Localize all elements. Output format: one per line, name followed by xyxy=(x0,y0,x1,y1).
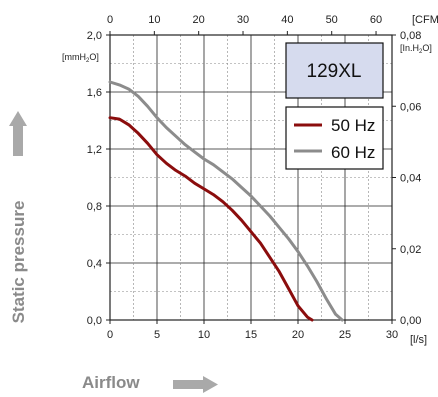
x-axis-arrow-icon xyxy=(173,376,218,393)
left-tick-label: 0,8 xyxy=(87,201,102,213)
right-unit-label: [In.H2O] xyxy=(400,43,432,55)
left-tick-label: 1,6 xyxy=(87,87,102,99)
top-tick-label: 40 xyxy=(281,14,293,26)
legend-label-60hz: 60 Hz xyxy=(331,143,375,162)
right-tick-label: 0,04 xyxy=(400,173,421,185)
top-tick-label: 20 xyxy=(193,14,205,26)
y-axis-title: Static pressure xyxy=(9,201,28,324)
top-unit-label: [CFM] xyxy=(412,14,438,26)
bottom-tick-label: 15 xyxy=(245,329,257,341)
series-50hz-line xyxy=(108,116,314,322)
x-axis-title: Airflow xyxy=(82,373,140,392)
top-tick-label: 30 xyxy=(237,14,249,26)
y-axis-arrow-icon xyxy=(9,111,27,156)
left-tick-label: 0,0 xyxy=(87,315,102,327)
right-tick-label: 0,00 xyxy=(400,315,421,327)
plot-frame xyxy=(106,31,396,324)
tick-labels: 0 5 10 15 20 25 30 0 10 20 30 40 50 60 0,0 0,4 0,8 1,2 1,6… xyxy=(87,14,422,341)
model-name: 129XL xyxy=(307,61,362,82)
right-tick-label: 0,06 xyxy=(400,101,421,113)
left-tick-label: 1,2 xyxy=(87,144,102,156)
legend-box xyxy=(285,106,384,170)
top-tick-label: 50 xyxy=(326,14,338,26)
left-unit-label: [mmH2O] xyxy=(62,52,99,64)
top-tick-label: 60 xyxy=(370,14,382,26)
bottom-unit-label: [l/s] xyxy=(410,334,427,346)
top-tick-label: 10 xyxy=(148,14,160,26)
right-tick-label: 0,02 xyxy=(400,244,421,256)
left-tick-label: 2,0 xyxy=(87,30,102,42)
legend-label-50hz: 50 Hz xyxy=(331,116,375,135)
model-box xyxy=(285,42,384,99)
bottom-tick-label: 20 xyxy=(292,329,304,341)
legend: 50 Hz 60 Hz xyxy=(285,106,384,170)
bottom-tick-label: 0 xyxy=(107,329,113,341)
top-tick-label: 0 xyxy=(107,14,113,26)
bottom-tick-label: 30 xyxy=(386,329,398,341)
series-60hz-line xyxy=(108,80,344,322)
bottom-tick-label: 25 xyxy=(339,329,351,341)
bottom-tick-label: 5 xyxy=(154,329,160,341)
bottom-tick-label: 10 xyxy=(198,329,210,341)
series-group xyxy=(108,80,344,322)
grid xyxy=(110,35,392,320)
model-label-box: 129XL xyxy=(285,42,384,99)
left-tick-label: 0,4 xyxy=(87,258,102,270)
right-tick-label: 0,08 xyxy=(400,30,421,42)
